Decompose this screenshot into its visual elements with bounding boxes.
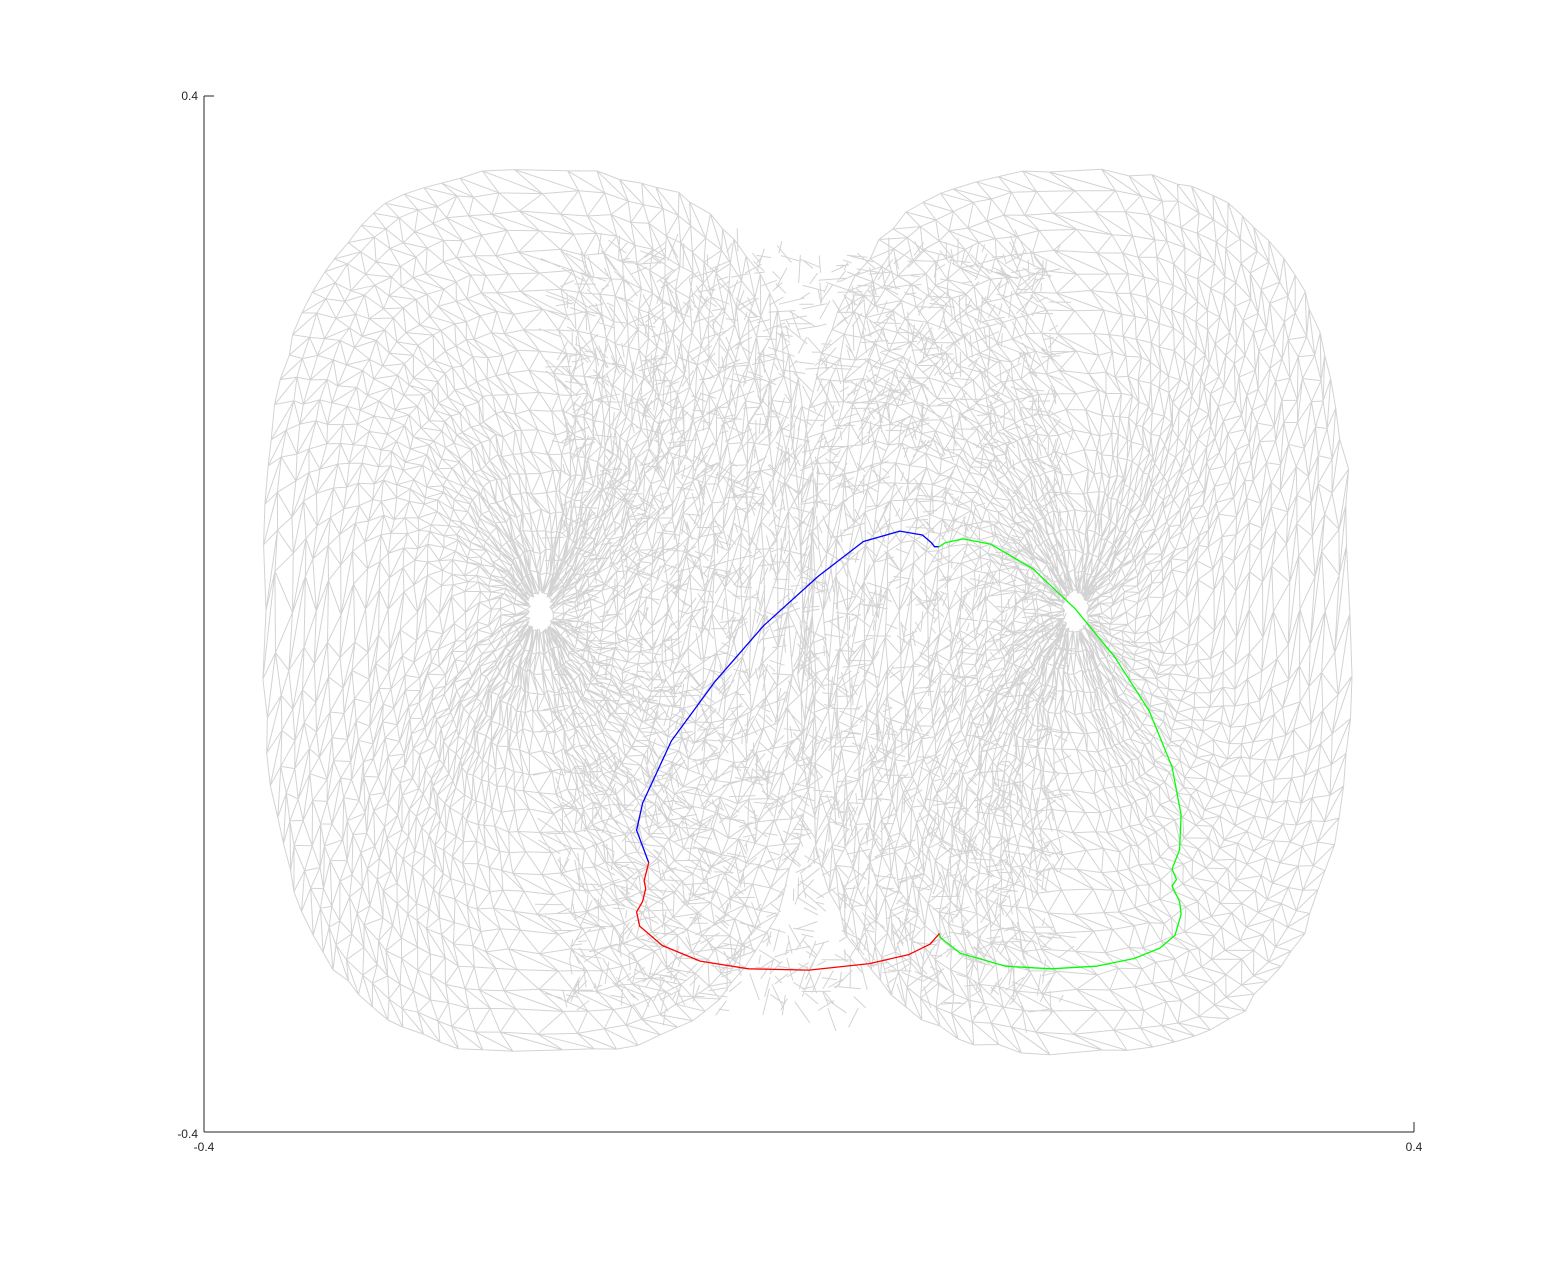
series-line-blue (635, 530, 940, 864)
x-tick-label-right: 0.4 (1406, 1140, 1423, 1154)
series-line-green (938, 538, 1182, 970)
series-line-red (635, 861, 940, 971)
data-series-group (635, 530, 1182, 971)
x-tick-label-left: -0.4 (194, 1140, 215, 1154)
background-mesh (262, 168, 1353, 1056)
mesh-edges (262, 168, 1353, 1056)
y-tick-label-top: 0.4 (181, 89, 198, 103)
y-tick-label-bottom: -0.4 (177, 1127, 198, 1141)
